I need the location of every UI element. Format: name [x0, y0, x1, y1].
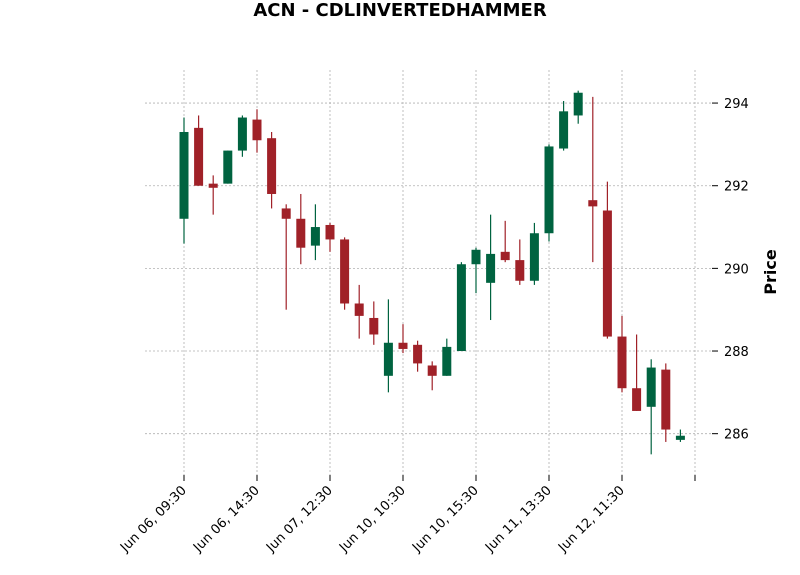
candle-body — [617, 336, 627, 389]
y-tick-label: 288 — [724, 345, 749, 360]
candle — [617, 315, 627, 393]
candle-body — [281, 208, 291, 219]
candle — [602, 181, 612, 339]
candle-body — [252, 119, 262, 141]
y-tick-label: 290 — [724, 262, 749, 277]
candle — [646, 359, 656, 455]
candle — [471, 247, 481, 294]
candle-body — [456, 264, 466, 352]
chart-title: ACN - CDLINVERTEDHAMMER — [253, 0, 547, 21]
x-tick-label: Jun 06, 09:30 — [117, 483, 190, 556]
candle-body — [383, 342, 393, 376]
candle-body — [442, 346, 452, 376]
candle — [267, 131, 277, 209]
x-tick-label: Jun 10, 15:30 — [409, 483, 482, 556]
candle — [369, 301, 379, 345]
candle — [588, 96, 598, 263]
candle — [529, 222, 539, 285]
candle — [310, 204, 320, 261]
candle-body — [646, 367, 656, 407]
candle — [281, 204, 291, 310]
candle-body — [267, 138, 277, 194]
candle — [675, 429, 685, 442]
candle — [427, 361, 437, 391]
candle-body — [179, 131, 189, 219]
candle — [442, 338, 452, 376]
candle — [486, 214, 496, 321]
candle-body — [573, 92, 583, 116]
candle-body — [340, 239, 350, 304]
candle-body — [208, 183, 218, 188]
candle-body — [559, 111, 569, 149]
y-tick-label: 294 — [724, 97, 749, 112]
candle — [237, 115, 247, 157]
candle — [354, 284, 364, 339]
candle-body — [471, 249, 481, 265]
candle-body — [369, 317, 379, 335]
x-tick-label: Jun 07, 12:30 — [263, 483, 336, 556]
candle-body — [529, 233, 539, 281]
candle — [179, 117, 189, 244]
x-tick-label: Jun 06, 14:30 — [190, 483, 263, 556]
candle-body — [675, 435, 685, 440]
candle — [573, 90, 583, 124]
candle — [544, 144, 554, 242]
candle — [208, 175, 218, 215]
candle — [296, 193, 306, 265]
candle-body — [325, 224, 335, 240]
x-tick-label: Jun 10, 10:30 — [336, 483, 409, 556]
candle-body — [602, 210, 612, 337]
candle — [413, 340, 423, 372]
candle — [398, 324, 408, 354]
candle-body — [237, 117, 247, 151]
candle — [223, 150, 233, 184]
candle — [194, 115, 204, 186]
y-tick-label: 292 — [724, 180, 749, 195]
axes: 286 288 290 292 294 Jun 06, 09:30 Jun 06, 14:3… — [117, 97, 749, 556]
candle — [632, 334, 642, 411]
candle-body — [223, 150, 233, 184]
candle-body — [427, 365, 437, 376]
candle-body — [544, 146, 554, 234]
candle-body — [486, 253, 496, 283]
candle-body — [632, 388, 642, 411]
candles — [179, 90, 685, 455]
candle-body — [310, 227, 320, 246]
candle — [340, 237, 350, 310]
candle-body — [354, 303, 364, 316]
candle-body — [588, 200, 598, 207]
candle — [383, 299, 393, 393]
candle-body — [413, 344, 423, 364]
candle — [661, 363, 671, 442]
x-tick-label: Jun 12, 11:30 — [555, 483, 628, 556]
candle-body — [661, 369, 671, 430]
candle-body — [515, 260, 525, 281]
candle-body — [398, 342, 408, 349]
candle-body — [500, 251, 510, 261]
grid-lines — [145, 70, 712, 475]
x-tick-label: Jun 11, 13:30 — [482, 483, 555, 556]
candle-body — [194, 127, 204, 186]
y-axis-label: Price — [761, 249, 780, 295]
candle — [252, 109, 262, 153]
y-tick-label: 286 — [724, 428, 749, 443]
candle — [325, 222, 335, 252]
candle — [515, 239, 525, 285]
candle — [559, 100, 569, 151]
candle — [456, 262, 466, 352]
candle — [500, 220, 510, 263]
candle-body — [296, 218, 306, 248]
